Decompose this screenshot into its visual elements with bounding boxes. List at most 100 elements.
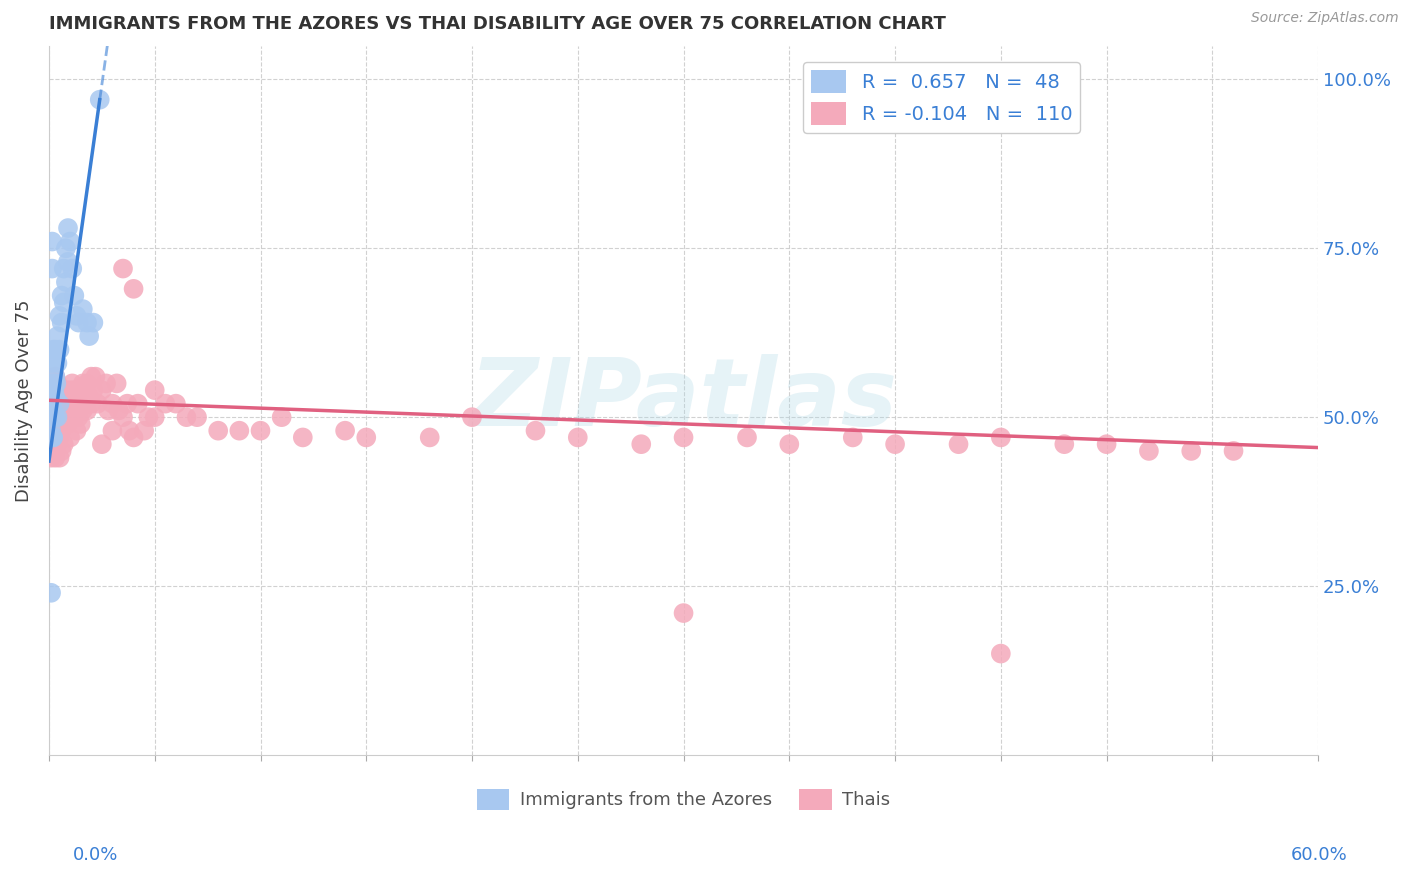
Point bbox=[42, 403, 65, 417]
Point bbox=[51, 316, 73, 330]
Point bbox=[44, 410, 66, 425]
Point bbox=[127, 397, 149, 411]
Point bbox=[90, 437, 112, 451]
Point bbox=[72, 376, 94, 391]
Point bbox=[46, 417, 69, 431]
Point bbox=[55, 275, 77, 289]
Point bbox=[778, 437, 800, 451]
Point bbox=[228, 424, 250, 438]
Point bbox=[143, 383, 166, 397]
Point bbox=[39, 390, 62, 404]
Point bbox=[333, 424, 356, 438]
Point bbox=[1137, 444, 1160, 458]
Point bbox=[155, 397, 177, 411]
Point bbox=[48, 309, 70, 323]
Point bbox=[105, 376, 128, 391]
Point bbox=[65, 309, 87, 323]
Point bbox=[39, 410, 62, 425]
Point bbox=[990, 647, 1012, 661]
Legend: Immigrants from the Azores, Thais: Immigrants from the Azores, Thais bbox=[470, 781, 898, 817]
Point bbox=[39, 383, 62, 397]
Point bbox=[42, 430, 65, 444]
Point bbox=[39, 424, 62, 438]
Point bbox=[115, 397, 138, 411]
Point bbox=[42, 397, 65, 411]
Point bbox=[45, 376, 67, 391]
Point bbox=[42, 383, 65, 397]
Point bbox=[44, 410, 66, 425]
Point bbox=[76, 316, 98, 330]
Point bbox=[630, 437, 652, 451]
Point bbox=[356, 430, 378, 444]
Point bbox=[67, 383, 90, 397]
Point bbox=[41, 235, 63, 249]
Point bbox=[59, 383, 82, 397]
Point bbox=[51, 288, 73, 302]
Point bbox=[186, 410, 208, 425]
Point bbox=[39, 410, 62, 425]
Point bbox=[52, 397, 75, 411]
Point bbox=[97, 403, 120, 417]
Point bbox=[90, 383, 112, 397]
Point bbox=[80, 369, 103, 384]
Point bbox=[44, 424, 66, 438]
Point bbox=[52, 437, 75, 451]
Point bbox=[672, 430, 695, 444]
Point bbox=[82, 316, 104, 330]
Point bbox=[134, 424, 156, 438]
Point bbox=[63, 410, 86, 425]
Point bbox=[60, 376, 83, 391]
Point bbox=[59, 235, 82, 249]
Point bbox=[41, 424, 63, 438]
Point bbox=[101, 397, 124, 411]
Text: 60.0%: 60.0% bbox=[1291, 846, 1347, 863]
Point bbox=[1180, 444, 1202, 458]
Point bbox=[122, 282, 145, 296]
Point bbox=[63, 288, 86, 302]
Point bbox=[41, 261, 63, 276]
Y-axis label: Disability Age Over 75: Disability Age Over 75 bbox=[15, 299, 32, 501]
Point bbox=[46, 356, 69, 370]
Point bbox=[41, 397, 63, 411]
Point bbox=[990, 430, 1012, 444]
Point bbox=[77, 329, 100, 343]
Point bbox=[118, 424, 141, 438]
Point bbox=[52, 261, 75, 276]
Point bbox=[176, 410, 198, 425]
Point bbox=[111, 261, 134, 276]
Point bbox=[76, 376, 98, 391]
Point bbox=[138, 410, 160, 425]
Point bbox=[65, 397, 87, 411]
Point bbox=[46, 329, 69, 343]
Point bbox=[101, 424, 124, 438]
Point bbox=[46, 410, 69, 425]
Point bbox=[55, 383, 77, 397]
Point bbox=[44, 390, 66, 404]
Point bbox=[72, 302, 94, 317]
Point bbox=[56, 221, 79, 235]
Point bbox=[207, 424, 229, 438]
Point bbox=[41, 410, 63, 425]
Point bbox=[107, 403, 129, 417]
Point bbox=[41, 356, 63, 370]
Text: Source: ZipAtlas.com: Source: ZipAtlas.com bbox=[1251, 11, 1399, 25]
Point bbox=[72, 403, 94, 417]
Point bbox=[60, 261, 83, 276]
Point bbox=[89, 93, 111, 107]
Point bbox=[56, 255, 79, 269]
Point bbox=[46, 437, 69, 451]
Point bbox=[39, 586, 62, 600]
Text: ZIPatlas: ZIPatlas bbox=[470, 354, 897, 446]
Point bbox=[42, 410, 65, 425]
Point bbox=[48, 397, 70, 411]
Point bbox=[44, 450, 66, 465]
Point bbox=[44, 369, 66, 384]
Point bbox=[44, 410, 66, 425]
Point bbox=[44, 390, 66, 404]
Point bbox=[63, 383, 86, 397]
Point bbox=[48, 343, 70, 357]
Point bbox=[48, 430, 70, 444]
Point bbox=[948, 437, 970, 451]
Point bbox=[461, 410, 484, 425]
Point bbox=[82, 383, 104, 397]
